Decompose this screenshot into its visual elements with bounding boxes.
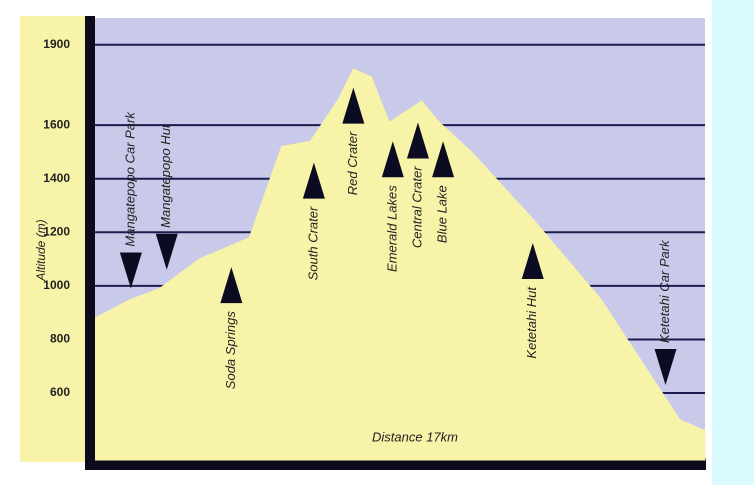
landmark-marker <box>342 87 365 124</box>
landmark-label: Soda Springs <box>223 311 238 390</box>
landmark-marker <box>654 348 677 385</box>
landmark-label: Central Crater <box>409 166 424 248</box>
landmark-label: Mangatepopo Car Park <box>122 111 137 247</box>
side-strip <box>712 0 754 485</box>
y-tick-label: 1000 <box>43 278 70 292</box>
landmark-marker <box>119 252 142 289</box>
y-tick-label: 800 <box>50 332 70 346</box>
landmark-marker <box>432 141 455 178</box>
landmark-marker <box>406 122 429 159</box>
landmark-label: Blue Lake <box>434 185 449 243</box>
landmark-marker <box>521 243 544 280</box>
y-tick-label: 1400 <box>43 171 70 185</box>
bottom-bar <box>92 458 706 470</box>
landmark-marker <box>381 141 404 178</box>
altitude-area <box>94 68 706 461</box>
y-tick-label: 1900 <box>43 37 70 51</box>
plot: Mangatepopo Car Park Mangatepopo Hut Soda … <box>94 18 706 461</box>
y-tick-label: 1200 <box>43 224 70 238</box>
landmark-marker <box>155 233 178 270</box>
landmark-label: South Crater <box>305 206 320 280</box>
y-tick-label: 1600 <box>43 117 70 131</box>
axis-panel <box>20 16 92 462</box>
landmark-marker <box>220 267 243 304</box>
landmark-marker <box>302 162 325 199</box>
left-bar <box>85 16 95 470</box>
landmark-label: Ketetahi Car Park <box>657 239 672 343</box>
y-tick-label: 600 <box>50 385 70 399</box>
landmark-label: Red Crater <box>345 131 360 195</box>
x-axis-label: Distance 17km <box>372 429 458 444</box>
landmark-label: Mangatepopo Hut <box>158 123 173 228</box>
landmark-label: Ketetahi Hut <box>524 286 539 359</box>
landmark-label: Emerald Lakes <box>384 185 399 272</box>
y-axis-label: Altitude (m) <box>34 219 48 281</box>
